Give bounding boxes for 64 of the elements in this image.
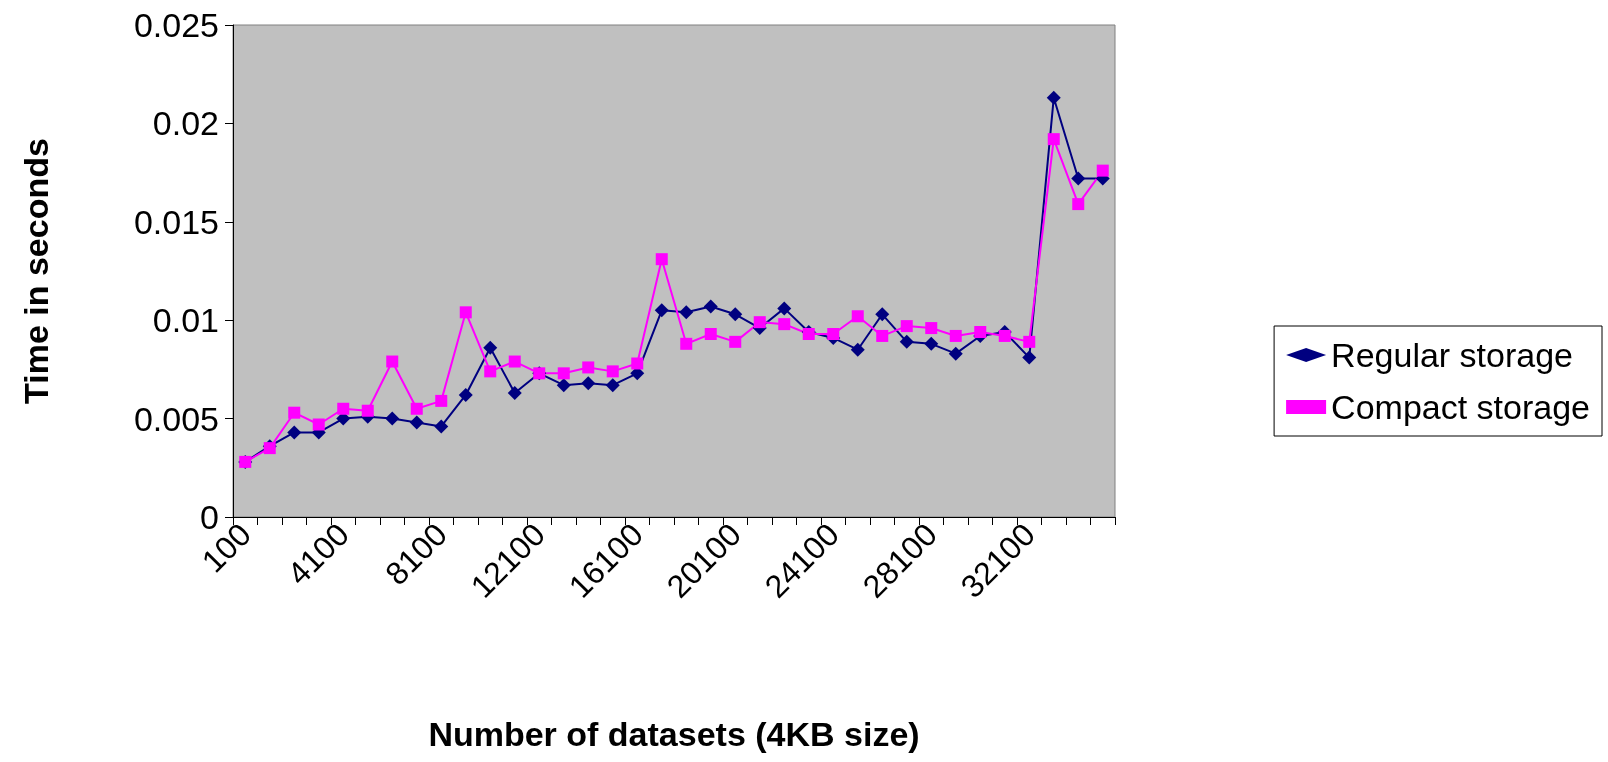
point — [1023, 335, 1036, 348]
y-tick-label: 0.02 — [152, 104, 219, 143]
point — [434, 419, 449, 434]
point — [680, 337, 693, 350]
y-axis-title: Time in seconds — [17, 138, 55, 404]
point — [581, 376, 596, 391]
point — [410, 402, 423, 415]
point — [409, 415, 424, 430]
point — [483, 340, 498, 355]
point — [1022, 350, 1037, 365]
point — [458, 387, 473, 402]
point — [361, 404, 374, 417]
point — [876, 329, 889, 342]
point — [1071, 171, 1086, 186]
point — [704, 327, 717, 340]
point — [948, 346, 963, 361]
point — [385, 411, 400, 426]
point — [655, 253, 668, 266]
point — [998, 329, 1011, 342]
legend-label: Regular storage — [1331, 336, 1574, 374]
y-tick-label: 0.01 — [152, 301, 219, 340]
y-tick-label: 0.005 — [133, 399, 219, 438]
point — [925, 322, 938, 335]
point — [899, 334, 914, 349]
point — [728, 307, 743, 322]
point — [459, 306, 472, 319]
point — [1072, 198, 1085, 211]
y-tick-label: 0.015 — [133, 202, 219, 241]
y-tick-label: 0.025 — [133, 6, 219, 44]
point — [679, 305, 694, 320]
point — [753, 316, 766, 329]
point — [312, 418, 325, 431]
point — [631, 357, 644, 370]
point — [1046, 90, 1061, 105]
point — [287, 425, 302, 440]
point — [924, 336, 939, 351]
point — [556, 378, 571, 393]
point — [654, 303, 669, 318]
point — [900, 320, 913, 333]
point — [288, 406, 301, 419]
point — [778, 318, 791, 331]
point — [582, 361, 595, 374]
point — [777, 301, 792, 316]
x-axis-title: Number of datasets (4KB size) — [428, 715, 920, 753]
point — [606, 365, 619, 378]
point — [508, 355, 521, 368]
point — [386, 355, 399, 368]
point — [729, 335, 742, 348]
point — [557, 367, 570, 380]
legend-label: Compact storage — [1331, 388, 1590, 426]
point — [605, 378, 620, 393]
point — [850, 342, 865, 357]
point — [337, 402, 350, 415]
point — [703, 299, 718, 314]
point — [484, 365, 497, 378]
point — [974, 326, 987, 339]
point — [435, 394, 448, 407]
point — [875, 307, 890, 322]
point — [827, 327, 840, 340]
point — [949, 329, 962, 342]
point — [851, 310, 864, 323]
point — [507, 386, 522, 401]
point — [1096, 164, 1109, 177]
point — [1047, 133, 1060, 146]
